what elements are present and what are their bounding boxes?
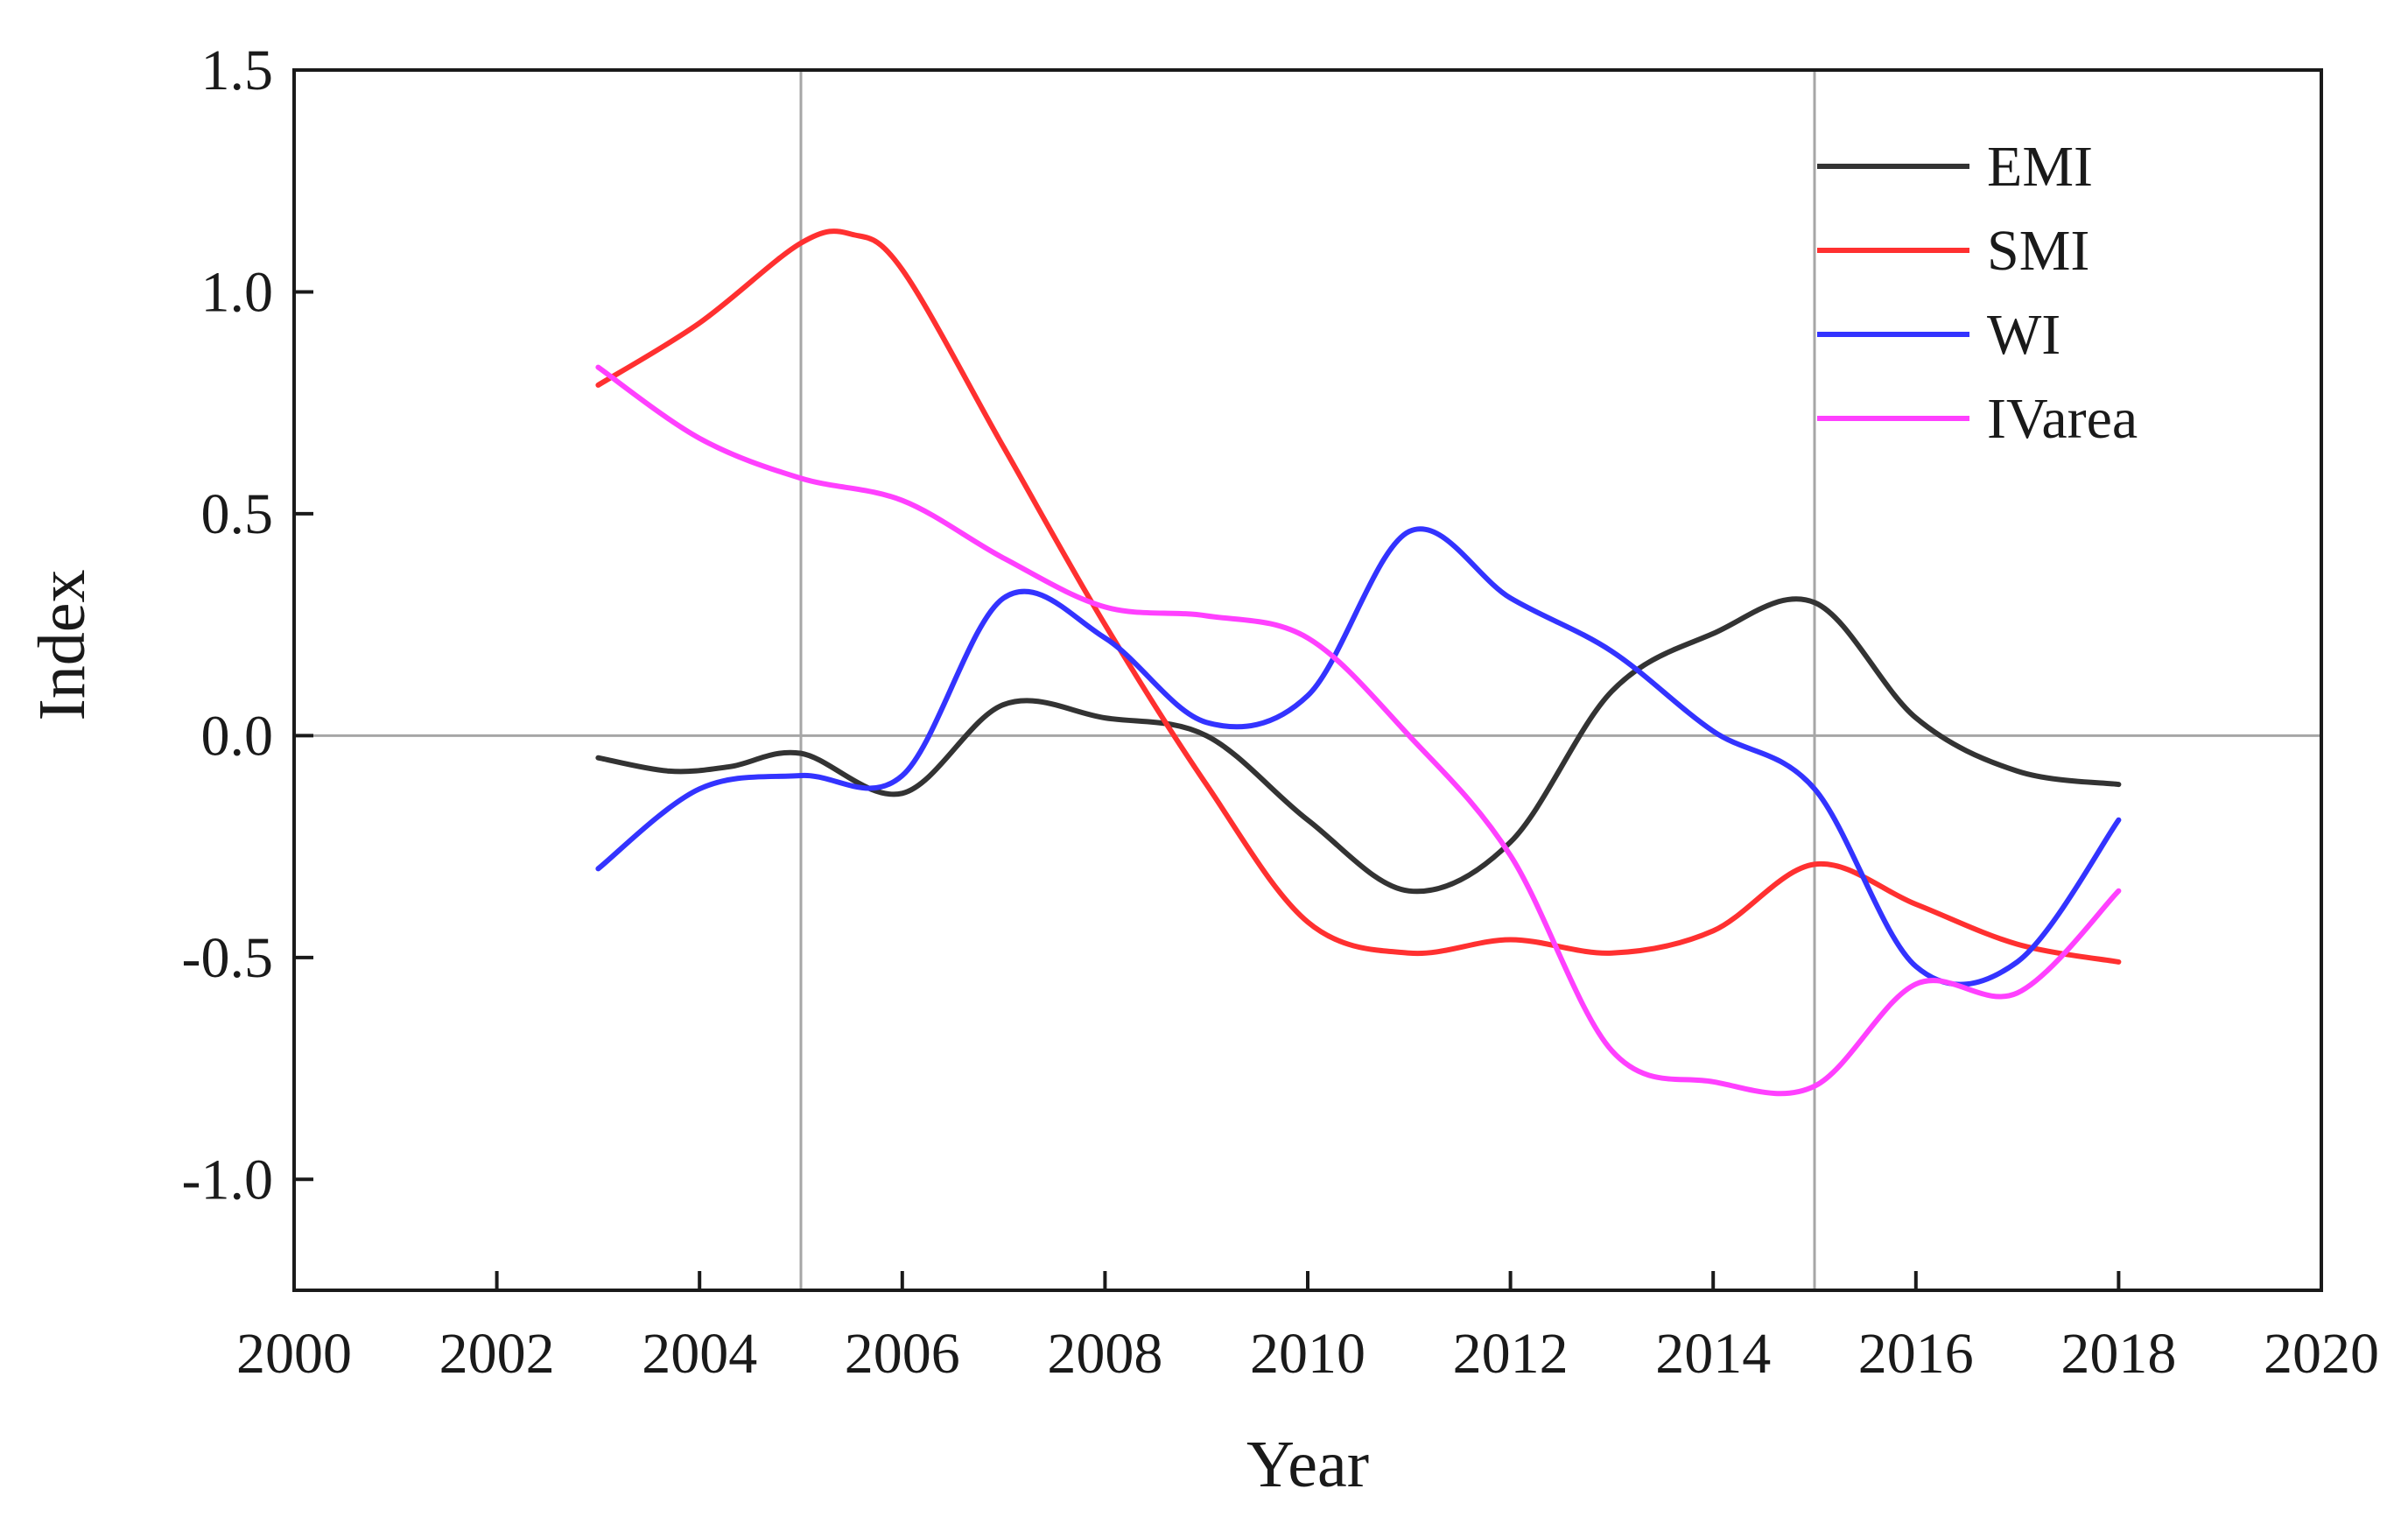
x-tick-label: 2004 [642,1322,757,1386]
series-line-ivarea [595,364,2122,1097]
legend-label-emi: EMI [1987,135,2093,199]
x-tick-label: 2010 [1250,1322,1365,1386]
x-tick-label: 2014 [1655,1322,1771,1386]
x-tick-label: 2000 [236,1322,352,1386]
x-tick-label: 2012 [1453,1322,1569,1386]
x-axis-title: Year [1246,1428,1369,1501]
series-line-emi [595,596,2122,895]
y-tick-label: -0.5 [182,926,273,990]
x-tick-label: 2016 [1858,1322,1974,1386]
legend: EMI SMI WI IVarea [1817,135,2138,451]
x-tick-label: 2018 [2060,1322,2176,1386]
x-tick-label: 2006 [845,1322,960,1386]
legend-label-smi: SMI [1987,219,2089,283]
series-line-smi [595,228,2122,965]
x-tick-label: 2020 [2264,1322,2379,1386]
y-axis-title: Index [25,569,99,720]
series-line-wi [595,526,2122,987]
legend-label-ivarea: IVarea [1987,387,2138,451]
x-tick-label: 2002 [439,1322,555,1386]
y-tick-label: 0.0 [201,704,274,768]
y-tick-label: -1.0 [182,1148,273,1211]
y-tick-label: 1.0 [201,260,274,324]
legend-label-wi: WI [1987,303,2060,367]
x-tick-label: 2008 [1047,1322,1162,1386]
y-tick-label: 0.5 [201,482,274,546]
y-tick-label: 1.5 [201,39,274,102]
plot-frame [292,68,2323,1292]
